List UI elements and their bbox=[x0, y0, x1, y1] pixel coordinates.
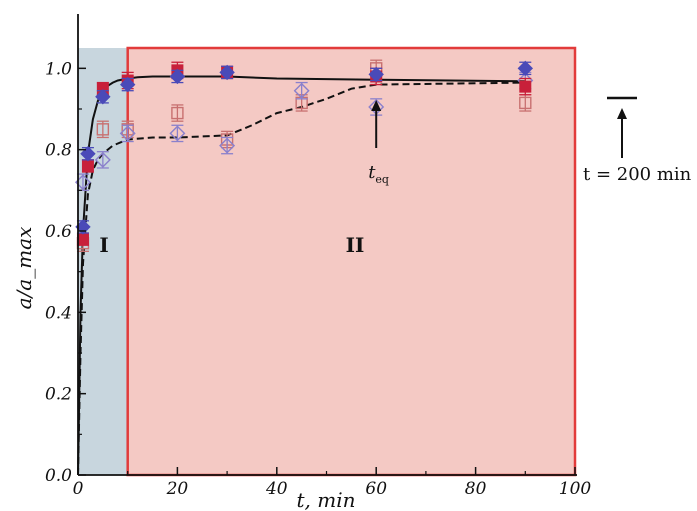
data-point-filled-diamond bbox=[80, 146, 96, 162]
data-point-filled-diamond bbox=[169, 68, 186, 85]
marker-diamond bbox=[517, 60, 534, 77]
region-I-fill bbox=[78, 48, 128, 475]
marker-diamond bbox=[219, 137, 236, 154]
y-axis-title: a/a_max bbox=[12, 227, 36, 310]
marker-diamond bbox=[94, 151, 111, 168]
teq-annotation: teq bbox=[368, 100, 389, 186]
marker-diamond bbox=[95, 89, 111, 105]
region-label-II: II bbox=[346, 233, 365, 257]
region-II-fill bbox=[126, 46, 577, 477]
marker-diamond bbox=[368, 66, 384, 83]
fit-curve-dashed bbox=[77, 81, 526, 476]
marker-diamond bbox=[169, 125, 186, 142]
x-tick-label: 100 bbox=[559, 479, 592, 499]
data-point-open-diamond bbox=[119, 124, 136, 143]
teq-sub: eq bbox=[375, 173, 389, 186]
marker-square bbox=[519, 80, 532, 93]
data-point-filled-diamond bbox=[517, 60, 534, 77]
data-point-open-diamond bbox=[94, 151, 111, 169]
marker-square bbox=[81, 159, 94, 172]
data-point-filled-square bbox=[519, 77, 532, 96]
data-point-open-diamond bbox=[219, 136, 236, 155]
marker-square bbox=[76, 233, 89, 246]
y-tick-label: 0.8 bbox=[45, 141, 72, 161]
x-tick-label: 40 bbox=[265, 479, 288, 499]
t200-annotation: t = 200 min bbox=[583, 96, 692, 185]
marker-diamond bbox=[169, 68, 186, 85]
svg-text:a/a_max: a/a_max bbox=[12, 227, 36, 310]
data-point-filled-square bbox=[81, 159, 94, 173]
data-point-open-diamond bbox=[169, 124, 186, 143]
y-title-main: a/a_max bbox=[12, 227, 36, 310]
y-tick-label: 0.0 bbox=[45, 466, 72, 486]
x-tick-label: 80 bbox=[465, 479, 487, 499]
marker-square bbox=[171, 106, 184, 120]
teq-label: teq bbox=[368, 162, 389, 186]
region-label-I: I bbox=[99, 233, 108, 257]
x-tick-label: 20 bbox=[166, 479, 189, 499]
marker-square bbox=[519, 96, 532, 110]
marker-diamond bbox=[119, 76, 136, 93]
x-tick-label: 0 bbox=[73, 479, 84, 499]
data-point-filled-diamond bbox=[119, 76, 136, 93]
data-point-filled-diamond bbox=[219, 64, 235, 81]
y-tick-label: 0.2 bbox=[45, 385, 72, 405]
data-point-filled-diamond bbox=[368, 66, 384, 83]
marker-diamond bbox=[219, 64, 235, 81]
marker-diamond bbox=[293, 82, 310, 99]
y-tick-label: 0.4 bbox=[45, 303, 72, 323]
x-tick-label: 60 bbox=[365, 479, 387, 499]
data-point-open-square bbox=[96, 120, 110, 139]
t200-arrow-head bbox=[617, 108, 627, 119]
marker-diamond bbox=[119, 125, 136, 142]
data-point-open-square bbox=[171, 104, 184, 122]
y-tick-label: 1.0 bbox=[45, 59, 72, 79]
data-point-open-diamond bbox=[293, 81, 310, 100]
x-axis-title: t, min bbox=[297, 488, 356, 511]
t200-label: t = 200 min bbox=[583, 164, 692, 185]
teq-arrow-head bbox=[371, 100, 382, 111]
marker-square bbox=[96, 123, 110, 136]
y-tick-label: 0.6 bbox=[45, 222, 72, 242]
data-point-filled-diamond bbox=[95, 89, 111, 105]
